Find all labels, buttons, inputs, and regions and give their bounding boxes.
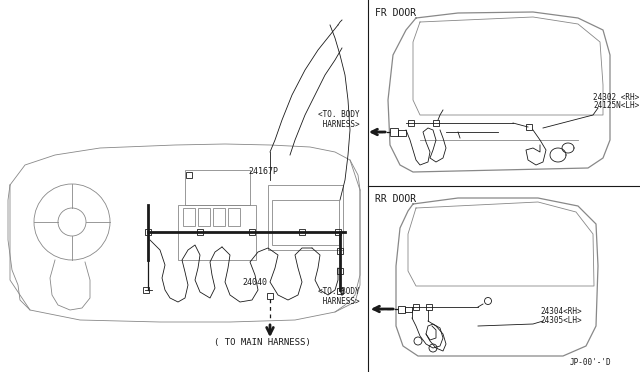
- Bar: [390, 128, 398, 136]
- Bar: [213, 208, 225, 226]
- Text: 24302 <RH>: 24302 <RH>: [593, 93, 639, 102]
- Bar: [337, 248, 343, 254]
- Bar: [178, 205, 256, 260]
- Bar: [267, 293, 273, 299]
- Bar: [426, 304, 432, 310]
- Bar: [249, 229, 255, 235]
- Bar: [268, 185, 343, 250]
- Bar: [145, 229, 151, 235]
- Text: HARNESS>: HARNESS>: [318, 297, 360, 306]
- Text: 24040: 24040: [242, 278, 267, 287]
- Bar: [433, 120, 439, 126]
- Bar: [186, 172, 192, 178]
- Text: <TO. BODY: <TO. BODY: [318, 287, 360, 296]
- Text: 24167P: 24167P: [248, 167, 278, 176]
- Bar: [413, 304, 419, 310]
- Bar: [143, 287, 149, 293]
- Bar: [272, 200, 339, 245]
- Bar: [185, 170, 250, 205]
- Text: FR DOOR: FR DOOR: [375, 8, 416, 18]
- Bar: [299, 229, 305, 235]
- Text: HARNESS>: HARNESS>: [318, 120, 360, 129]
- Text: 24305<LH>: 24305<LH>: [540, 316, 582, 325]
- Text: 24125N<LH>: 24125N<LH>: [593, 101, 639, 110]
- Bar: [228, 208, 240, 226]
- Text: RR DOOR: RR DOOR: [375, 194, 416, 204]
- Bar: [526, 124, 532, 130]
- Text: <TO. BODY: <TO. BODY: [318, 110, 360, 119]
- Bar: [337, 268, 343, 274]
- Text: JP-00'-'D: JP-00'-'D: [570, 358, 612, 367]
- Text: 24304<RH>: 24304<RH>: [540, 307, 582, 316]
- Bar: [183, 208, 195, 226]
- Bar: [398, 306, 405, 313]
- Bar: [408, 120, 414, 126]
- Bar: [197, 229, 203, 235]
- Bar: [198, 208, 210, 226]
- Bar: [398, 130, 406, 136]
- Text: ( TO MAIN HARNESS): ( TO MAIN HARNESS): [214, 338, 311, 347]
- Bar: [405, 307, 412, 312]
- Bar: [337, 288, 343, 294]
- Bar: [335, 229, 341, 235]
